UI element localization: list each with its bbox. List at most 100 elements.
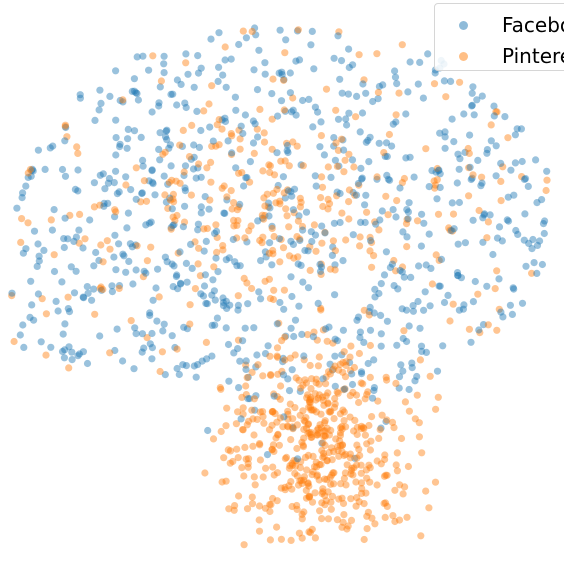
scatter-point-facebook — [365, 158, 373, 166]
scatter-point-pinterest — [256, 456, 264, 464]
scatter-point-pinterest — [402, 220, 411, 228]
scatter-point-facebook — [223, 304, 231, 312]
scatter-point-pinterest — [328, 456, 336, 464]
scatter-point-facebook — [127, 186, 135, 194]
scatter-point-pinterest — [431, 181, 439, 189]
scatter-point-facebook — [47, 343, 55, 351]
scatter-point-pinterest — [307, 430, 315, 438]
scatter-point-facebook — [203, 355, 211, 363]
scatter-point-facebook — [111, 231, 119, 239]
scatter-point-pinterest — [188, 121, 196, 129]
scatter-point-pinterest — [61, 123, 69, 131]
scatter-point-pinterest — [335, 28, 343, 36]
scatter-point-facebook — [235, 384, 243, 392]
scatter-point-facebook — [280, 305, 288, 313]
scatter-point-pinterest — [323, 475, 331, 484]
scatter-point-pinterest — [330, 480, 338, 488]
scatter-point-facebook — [508, 310, 516, 318]
scatter-point-pinterest — [255, 502, 264, 510]
scatter-point-facebook — [356, 333, 364, 342]
scatter-point-pinterest — [363, 391, 371, 399]
scatter-point-facebook — [413, 372, 421, 381]
scatter-point-facebook — [120, 252, 128, 260]
scatter-point-facebook — [533, 241, 542, 249]
scatter-point-facebook — [311, 103, 319, 111]
scatter-point-pinterest — [335, 495, 343, 503]
scatter-point-pinterest — [365, 421, 373, 430]
scatter-point-facebook — [417, 242, 425, 250]
scatter-point-facebook — [470, 111, 478, 119]
scatter-point-facebook — [377, 280, 385, 288]
scatter-point-facebook — [273, 149, 281, 157]
scatter-point-pinterest — [310, 221, 318, 229]
scatter-point-pinterest — [383, 471, 391, 479]
scatter-point-pinterest — [336, 431, 344, 440]
scatter-point-facebook — [460, 301, 468, 309]
scatter-point-pinterest — [317, 194, 325, 202]
scatter-point-pinterest — [430, 177, 438, 185]
scatter-point-facebook — [268, 222, 276, 230]
scatter-point-pinterest — [292, 374, 300, 382]
scatter-point-facebook — [533, 269, 541, 277]
scatter-point-facebook — [96, 332, 104, 340]
scatter-point-pinterest — [390, 256, 398, 265]
scatter-point-facebook — [261, 350, 270, 358]
scatter-point-facebook — [345, 63, 353, 72]
scatter-point-pinterest — [279, 244, 288, 252]
scatter-point-facebook — [182, 259, 190, 267]
scatter-point-facebook — [358, 175, 366, 183]
scatter-point-pinterest — [366, 478, 374, 486]
scatter-point-pinterest — [266, 536, 274, 544]
scatter-point-pinterest — [321, 441, 329, 449]
scatter-point-pinterest — [298, 510, 306, 518]
scatter-point-facebook — [225, 254, 233, 262]
scatter-point-facebook — [138, 348, 146, 356]
scatter-point-facebook — [440, 298, 449, 307]
scatter-point-facebook — [156, 156, 164, 164]
scatter-point-pinterest — [315, 353, 323, 361]
scatter-point-pinterest — [224, 446, 232, 454]
scatter-point-facebook — [276, 26, 284, 34]
scatter-point-pinterest — [312, 408, 320, 416]
scatter-point-facebook — [64, 305, 72, 313]
scatter-point-pinterest — [346, 353, 354, 361]
scatter-point-facebook — [474, 156, 482, 164]
scatter-point-pinterest — [277, 382, 285, 390]
scatter-point-facebook — [383, 152, 391, 161]
scatter-point-facebook — [469, 298, 477, 306]
scatter-point-pinterest — [322, 373, 330, 381]
scatter-point-pinterest — [340, 348, 348, 356]
scatter-point-facebook — [194, 164, 202, 172]
scatter-point-facebook — [517, 125, 526, 133]
scatter-point-pinterest — [329, 339, 337, 347]
scatter-point-pinterest — [377, 460, 385, 468]
scatter-point-facebook — [13, 204, 21, 212]
legend-marker-pinterest — [459, 51, 468, 61]
scatter-point-pinterest — [330, 448, 338, 456]
scatter-point-facebook — [58, 165, 67, 174]
scatter-point-pinterest — [112, 208, 120, 216]
scatter-point-facebook — [177, 80, 185, 88]
scatter-point-facebook — [469, 216, 477, 224]
scatter-point-pinterest — [215, 141, 223, 149]
scatter-point-pinterest — [316, 421, 324, 429]
scatter-point-pinterest — [308, 471, 316, 479]
scatter-point-facebook — [145, 177, 153, 185]
scatter-point-facebook — [233, 262, 241, 270]
scatter-point-facebook — [302, 208, 311, 216]
scatter-point-pinterest — [306, 361, 314, 370]
scatter-point-facebook — [335, 162, 343, 170]
scatter-point-facebook — [30, 227, 39, 235]
scatter-point-pinterest — [328, 471, 336, 479]
scatter-point-pinterest — [273, 352, 281, 360]
scatter-point-pinterest — [75, 239, 83, 247]
scatter-point-facebook — [194, 226, 202, 234]
scatter-point-pinterest — [302, 494, 311, 502]
scatter-point-facebook — [129, 280, 137, 288]
scatter-point-pinterest — [242, 382, 250, 390]
scatter-point-pinterest — [331, 394, 339, 403]
scatter-point-facebook — [222, 83, 230, 91]
scatter-point-facebook — [480, 211, 488, 219]
scatter-point-pinterest — [366, 233, 374, 241]
scatter-point-pinterest — [276, 200, 284, 208]
